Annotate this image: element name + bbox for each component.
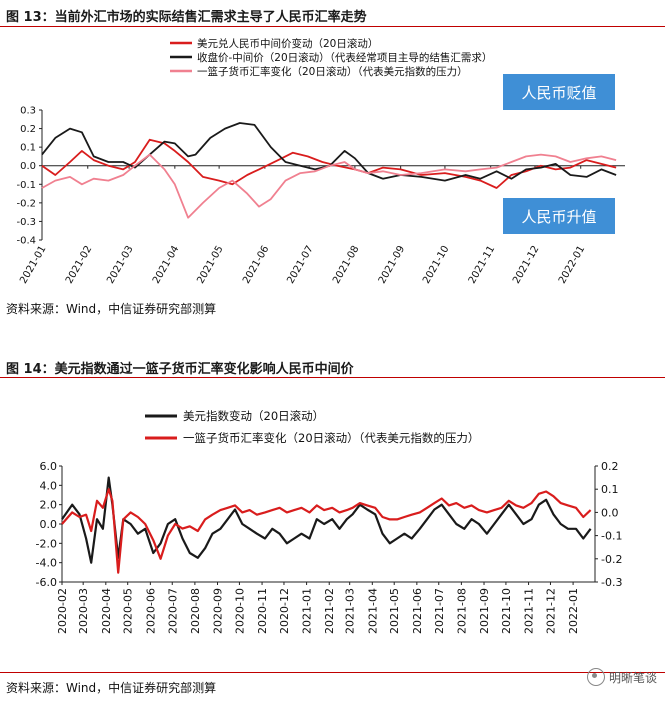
badge-appreciation-box (503, 198, 615, 234)
x-tick-label: 2021-04 (366, 588, 379, 634)
x-tick-label: 2021-10 (421, 244, 451, 286)
y-tick-label: -0.1 (16, 180, 36, 191)
y-tick-label: -0.4 (16, 236, 36, 247)
x-tick-label: 2021-12 (511, 244, 541, 286)
chart-exchange-rate-decomposition: 美元兑人民币中间价变动（20日滚动）收盘价-中间价（20日滚动）（代表经常项目主… (16, 37, 625, 286)
x-tick-label: 2020-04 (100, 588, 113, 634)
x-tick-label: 2020-08 (189, 588, 202, 634)
x-tick-label: 2020-06 (144, 588, 157, 634)
y-tick-label: -0.3 (16, 217, 36, 228)
y-left-tick-label: 0.0 (40, 518, 58, 531)
chart2-legend: 美元指数变动（20日滚动） 一篮子货币汇率变化（20日滚动）（代表美元指数的压力） (145, 409, 479, 445)
x-tick-label: 2021-08 (455, 588, 468, 634)
x-tick-label: 2021-09 (377, 244, 407, 286)
legend-label-series-1: 美元指数变动（20日滚动） (183, 409, 324, 423)
y-left-tick-label: -2.0 (36, 537, 57, 550)
badge-appreciation-label: 人民币升值 (521, 208, 596, 226)
x-tick-label: 2021-11 (467, 244, 497, 286)
chart2-axes: 6.0 4.0 2.0 0.0 -2.0 -4.0 -6.0 0.2 0.1 0.0 -0.1 -0.… (36, 460, 623, 634)
x-tick-label: 2021-07 (433, 588, 446, 634)
y-right-tick-label: 0.2 (601, 460, 619, 473)
x-tick-label: 2022-01 (567, 588, 580, 634)
x-tick-label: 2021-06 (411, 588, 424, 634)
series-line-2 (41, 122, 617, 182)
x-tick-label: 2021-01 (301, 588, 314, 634)
y-tick-label: 0.0 (20, 161, 36, 172)
x-tick-label: 2020-11 (256, 588, 269, 634)
y-tick-label: 0.3 (20, 106, 36, 117)
x-tick-label: 2021-08 (331, 244, 361, 286)
y-right-tick-label: -0.2 (601, 553, 622, 566)
legend-label-series-2: 一篮子货币汇率变化（20日滚动）（代表美元指数的压力） (183, 431, 479, 445)
x-tick-label: 2021-04 (151, 244, 181, 286)
figure14-source: 资料来源：Wind，中信证券研究部测算 (6, 681, 217, 695)
y-right-tick-label: -0.1 (601, 530, 622, 543)
y-right-tick-label: -0.3 (601, 576, 622, 589)
x-tick-label: 2021-05 (388, 588, 401, 634)
x-tick-label: 2021-02 (64, 244, 94, 286)
x-tick-label: 2020-05 (122, 588, 135, 634)
series-line-2 (61, 488, 592, 574)
x-tick-label: 2020-02 (56, 588, 69, 634)
y-left-tick-label: 4.0 (40, 479, 58, 492)
x-tick-label: 2022-01 (557, 244, 587, 286)
x-tick-label: 2021-07 (285, 244, 315, 286)
y-tick-label: 0.1 (20, 143, 36, 154)
x-tick-label: 2021-03 (344, 588, 357, 634)
figure14-bottom-rule (0, 672, 665, 673)
watermark: 明晰笔谈 (586, 668, 657, 686)
legend-label-series-1: 美元兑人民币中间价变动（20日滚动） (197, 37, 378, 50)
x-tick-label: 2021-12 (544, 588, 557, 634)
x-tick-label: 2020-10 (233, 588, 246, 634)
figure13-title-rule (0, 26, 665, 27)
figure13-title: 图 13：当前外汇市场的实际结售汇需求主导了人民币汇率走势 (6, 10, 367, 25)
y-left-tick-label: 6.0 (40, 460, 58, 473)
x-tick-label: 2020-07 (166, 588, 179, 634)
y-right-tick-label: 0.1 (601, 483, 619, 496)
x-tick-label: 2021-10 (500, 588, 513, 634)
y-right-tick-label: 0.0 (601, 506, 619, 519)
y-left-tick-label: -6.0 (36, 576, 57, 589)
x-tick-label: 2021-06 (241, 244, 271, 286)
x-tick-label: 2021-11 (523, 588, 536, 634)
y-tick-label: 0.2 (20, 124, 36, 135)
chart1-series (41, 122, 617, 219)
legend-label-series-3: 一篮子货币汇率变化（20日滚动）（代表美元指数的压力） (197, 65, 468, 78)
wechat-channel-icon (586, 668, 605, 686)
badge-depreciation-label: 人民币贬值 (521, 84, 596, 102)
x-tick-label: 2021-03 (105, 244, 135, 286)
badge-depreciation-box (503, 74, 615, 110)
y-left-tick-label: -4.0 (36, 557, 57, 570)
figure14-title: 图 14：美元指数通过一篮子货币汇率变化影响人民币中间价 (6, 362, 354, 377)
chart1-legend: 美元兑人民币中间价变动（20日滚动）收盘价-中间价（20日滚动）（代表经常项目主… (170, 37, 492, 78)
x-tick-label: 2021-02 (323, 588, 336, 634)
series-line-1 (61, 476, 592, 564)
y-left-tick-label: 2.0 (40, 499, 58, 512)
x-tick-label: 2020-03 (77, 588, 90, 634)
x-tick-label: 2021-09 (478, 588, 491, 634)
badge-depreciation: 人民币贬值 (503, 74, 615, 110)
x-tick-label: 2020-09 (212, 588, 225, 634)
badge-appreciation: 人民币升值 (503, 198, 615, 234)
figure13-source: 资料来源：Wind，中信证券研究部测算 (6, 302, 217, 316)
figure14-title-rule (0, 377, 665, 378)
x-tick-label: 2020-12 (278, 588, 291, 634)
legend-label-series-2: 收盘价-中间价（20日滚动）（代表经常项目主导的结售汇需求） (197, 51, 492, 64)
x-tick-label: 2021-01 (18, 244, 48, 286)
watermark-text: 明晰笔谈 (608, 670, 657, 685)
chart2-series (61, 476, 592, 574)
series-line-3 (41, 153, 617, 219)
x-tick-label: 2021-05 (195, 244, 225, 286)
y-tick-label: -0.2 (16, 198, 36, 209)
chart-dollar-index-basket: 美元指数变动（20日滚动） 一篮子货币汇率变化（20日滚动）（代表美元指数的压力）… (36, 409, 623, 634)
